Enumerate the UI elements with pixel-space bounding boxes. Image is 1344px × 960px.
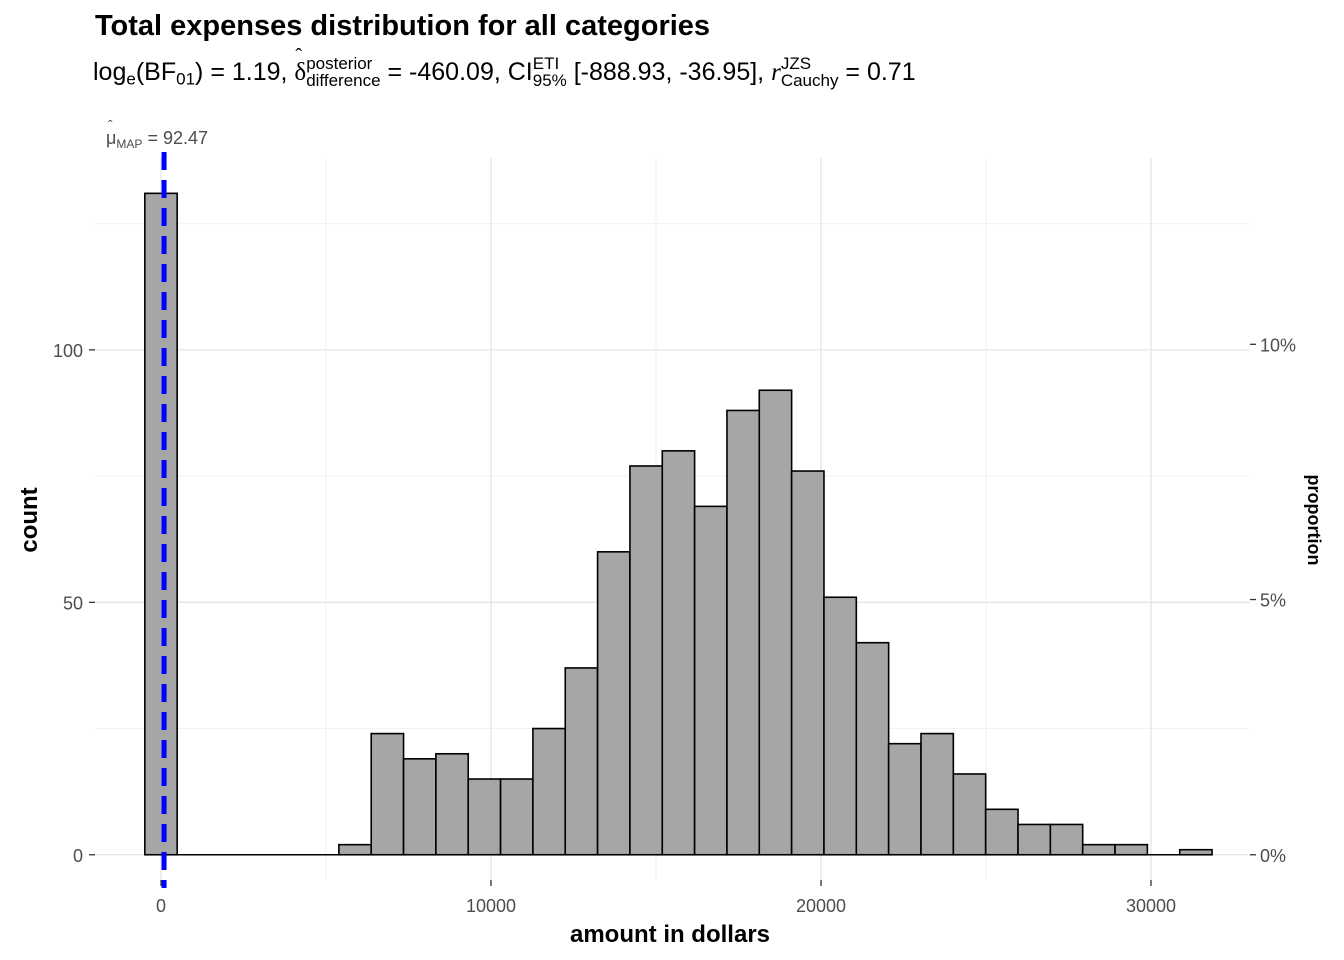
histogram-bar bbox=[984, 808, 1019, 856]
histogram-bar bbox=[144, 192, 178, 856]
histogram-bar bbox=[564, 667, 599, 856]
map-label-value: = 92.47 bbox=[142, 128, 208, 148]
delta-value: = -460.09, bbox=[380, 57, 508, 86]
histogram-bar bbox=[402, 758, 437, 856]
histogram-bar bbox=[952, 773, 987, 856]
bf-open: (BF bbox=[135, 57, 177, 86]
histogram-bar bbox=[370, 732, 405, 856]
r-supsub: JZS Cauchy bbox=[781, 55, 839, 89]
histogram-bar bbox=[532, 727, 567, 856]
map-label-sub: MAP bbox=[116, 137, 142, 151]
x-tick-label: 10000 bbox=[466, 896, 516, 916]
r-symbol: r bbox=[771, 58, 781, 86]
histogram-bar bbox=[920, 732, 955, 856]
histogram-bar bbox=[661, 450, 696, 856]
delta-sup: posterior bbox=[306, 54, 373, 73]
r-sup: JZS bbox=[780, 54, 812, 73]
bf-close: ) bbox=[195, 57, 204, 86]
histogram-bar bbox=[435, 752, 470, 856]
y2-tick-label: 5% bbox=[1260, 591, 1286, 611]
y2-tick-label: 10% bbox=[1260, 335, 1296, 355]
map-label-symbol: μ bbox=[106, 128, 116, 148]
histogram-bar bbox=[596, 551, 631, 856]
histogram-bar bbox=[1114, 843, 1149, 856]
delta-supsub: posterior difference bbox=[306, 55, 380, 89]
histogram-bar bbox=[726, 409, 761, 856]
x-tick-label: 20000 bbox=[796, 896, 846, 916]
x-axis-label: amount in dollars bbox=[570, 921, 770, 948]
map-label: μMAP = 92.47 bbox=[106, 128, 208, 151]
histogram-bars bbox=[144, 192, 1213, 856]
histogram-bar bbox=[338, 843, 373, 856]
y2-axis-label: proportion bbox=[1304, 475, 1324, 566]
histogram-bar bbox=[855, 641, 890, 856]
histogram-bar bbox=[1017, 823, 1052, 856]
map-label-hat: ˆ bbox=[108, 117, 113, 133]
histogram-bar bbox=[629, 465, 664, 856]
x-tick-label: 30000 bbox=[1126, 896, 1176, 916]
y-tick-label: 0 bbox=[73, 846, 83, 866]
chart-title: Total expenses distribution for all cate… bbox=[95, 10, 711, 42]
histogram-bar bbox=[467, 778, 502, 856]
ci-value: [-888.93, -36.95], bbox=[566, 57, 772, 86]
x-tick-label: 0 bbox=[156, 896, 166, 916]
histogram-bar bbox=[790, 470, 825, 856]
histogram-bar bbox=[823, 596, 858, 856]
ci-label: CI bbox=[507, 57, 533, 86]
delta-sub: difference bbox=[306, 71, 381, 90]
ci-sub: 95% bbox=[532, 71, 567, 90]
ci-sup: ETI bbox=[532, 54, 560, 73]
y-axis-label: count bbox=[16, 487, 43, 552]
bf-label: log bbox=[93, 57, 127, 86]
histogram-bar bbox=[1049, 823, 1084, 856]
y2-tick-label: 0% bbox=[1260, 846, 1286, 866]
r-value: = 0.71 bbox=[838, 57, 916, 86]
histogram-bar bbox=[887, 742, 922, 856]
histogram-bar bbox=[499, 778, 534, 856]
chart-subtitle: loge(BF01) = 1.19, δposteriordifference … bbox=[93, 46, 916, 90]
r-sub: Cauchy bbox=[780, 71, 839, 90]
ci-supsub: ETI 95% bbox=[533, 55, 567, 89]
bf-sub: 01 bbox=[176, 69, 196, 89]
histogram-bar bbox=[1081, 843, 1116, 856]
axes: ˆ 0 10000 20000 30000 0 50 100 0% 5% 10% bbox=[53, 117, 1296, 916]
bf-base: e bbox=[126, 69, 136, 89]
bf-value: = 1.19, bbox=[203, 57, 295, 86]
y-tick-label: 50 bbox=[63, 593, 83, 613]
y-tick-label: 100 bbox=[53, 341, 83, 361]
histogram-bar bbox=[758, 389, 793, 856]
delta-symbol: δ bbox=[294, 46, 306, 85]
histogram-bar bbox=[693, 505, 728, 856]
